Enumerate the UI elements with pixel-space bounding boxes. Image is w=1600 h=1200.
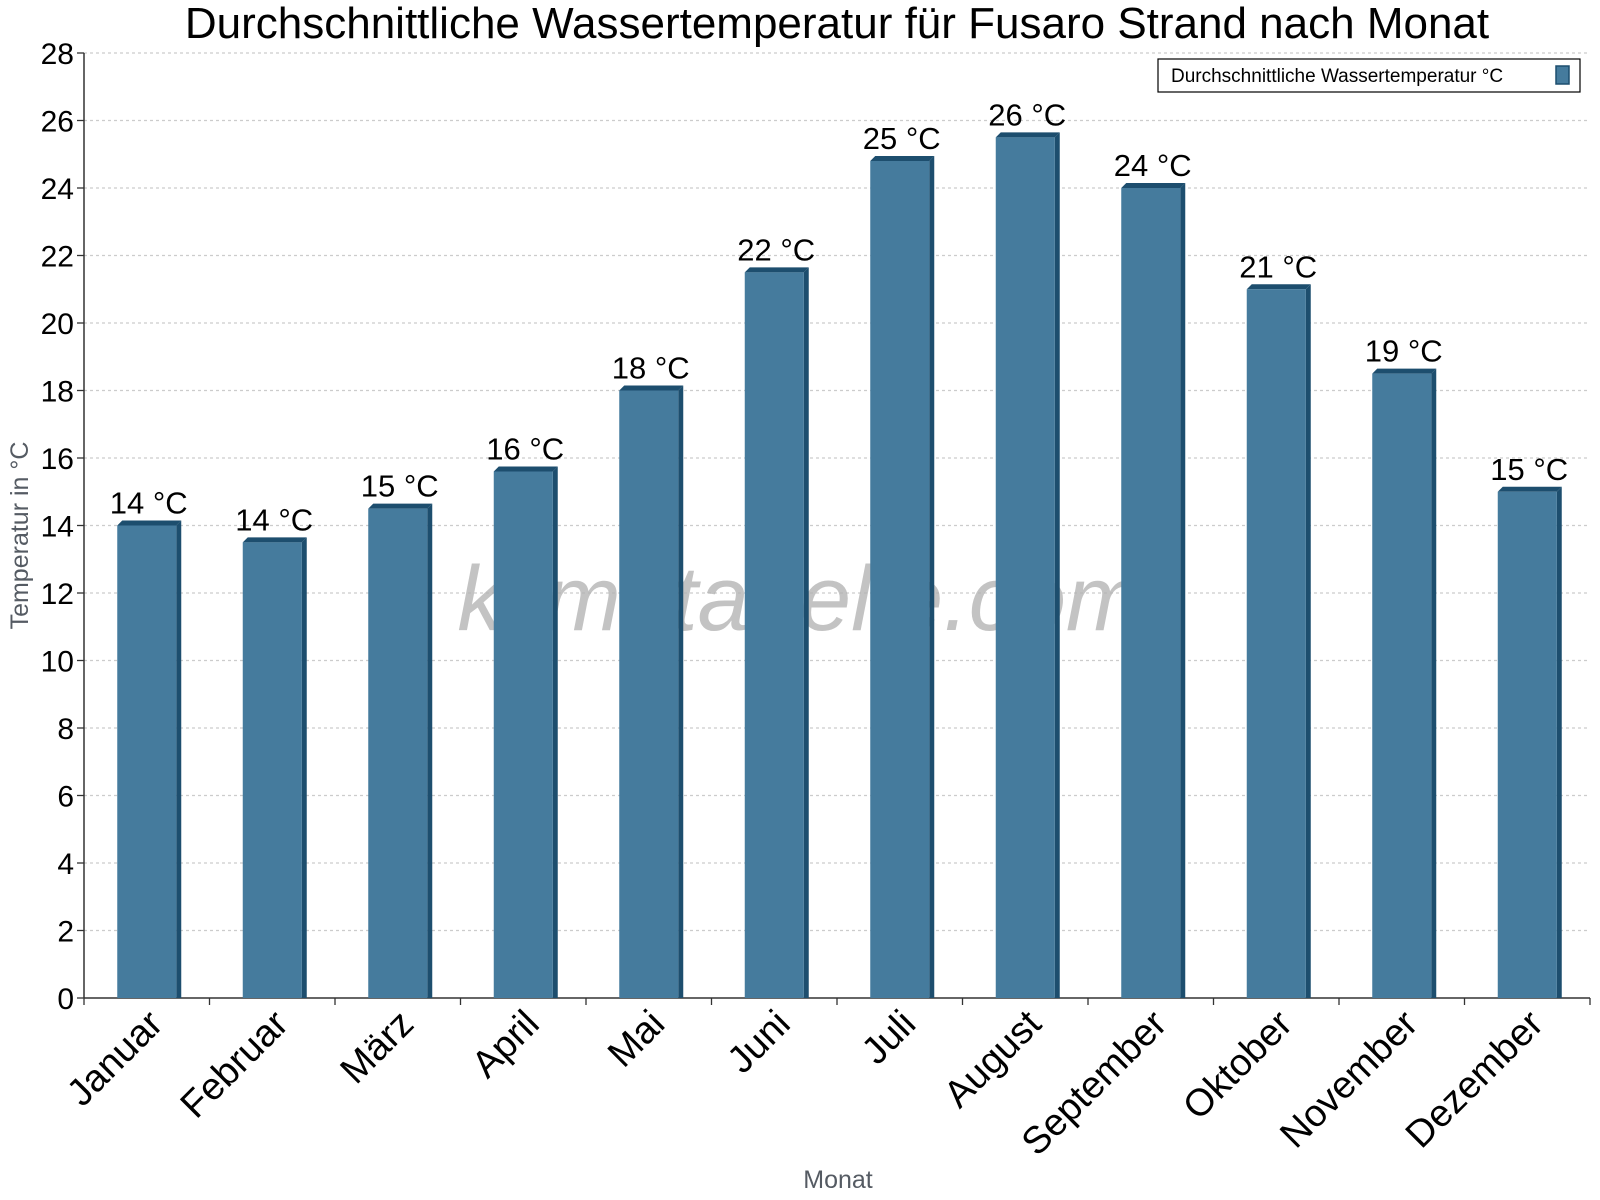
bar-side: [301, 537, 307, 998]
bar-face: [995, 137, 1055, 998]
y-tick-label: 26: [41, 106, 74, 139]
y-tick-label: 16: [41, 443, 74, 476]
data-label: 16 °C: [486, 432, 564, 467]
data-label: 15 °C: [1490, 452, 1568, 487]
y-tick-label: 20: [41, 308, 74, 341]
x-tick-label: Juni: [720, 1003, 799, 1082]
bar: [870, 156, 935, 998]
bar: [1246, 284, 1311, 998]
bar: [1121, 183, 1186, 998]
y-tick-label: 12: [41, 578, 74, 611]
data-label: 19 °C: [1365, 334, 1443, 369]
x-axis: Januar Februar März April Mai Juni Juli AugustS…: [59, 997, 1591, 1164]
y-tick-label: 10: [41, 646, 74, 679]
bar-face: [870, 161, 930, 998]
chart-title: Durchschnittliche Wassertemperatur für F…: [185, 0, 1489, 48]
data-labels: 14 °C 14 °C 15 °C 16 °C 18 °C 22 °C 25 °C 26 °C…: [110, 97, 1568, 537]
bar-top: [619, 385, 684, 391]
bar-face: [744, 272, 804, 998]
data-label: 21 °C: [1239, 249, 1317, 284]
bar-side: [1305, 284, 1311, 998]
bar: [744, 267, 809, 998]
data-label: 24 °C: [1114, 148, 1192, 183]
bars: [117, 132, 1562, 998]
bar-top: [368, 503, 433, 509]
bar-top: [1497, 486, 1562, 492]
y-tick-label: 18: [41, 376, 74, 409]
y-tick-label: 2: [57, 916, 74, 949]
legend-label: Durchschnittliche Wassertemperatur °C: [1171, 66, 1503, 87]
bar-face: [368, 508, 428, 998]
bar: [493, 466, 558, 998]
bar-top: [493, 466, 558, 472]
y-tick-label: 14: [41, 511, 74, 544]
x-axis-title: Monat: [803, 1166, 873, 1194]
bar-top: [1121, 183, 1186, 188]
bar-face: [619, 390, 679, 998]
y-tick-label: 28: [41, 38, 74, 71]
y-tick-label: 8: [57, 713, 74, 746]
grid-lines: [84, 52, 1590, 932]
y-tick-label: 22: [41, 241, 74, 274]
legend: Durchschnittliche Wassertemperatur °C: [1157, 58, 1581, 93]
bar-face: [1246, 289, 1306, 998]
bar-face: [1121, 188, 1181, 998]
bar: [619, 385, 684, 998]
x-tick-label: Juli: [854, 1003, 924, 1073]
bar-side: [427, 503, 433, 998]
y-tick-label: 0: [57, 983, 74, 1016]
bar-side: [1054, 132, 1060, 998]
bar-face: [1372, 373, 1432, 998]
data-label: 14 °C: [110, 486, 188, 521]
bar-side: [1556, 486, 1562, 998]
y-tick-label: 6: [57, 781, 74, 814]
bar-side: [1180, 183, 1186, 998]
legend-swatch: [1555, 65, 1570, 85]
bar: [117, 520, 182, 998]
data-label: 15 °C: [361, 469, 439, 504]
x-tick-label: April: [464, 1003, 547, 1086]
x-tick-label: Dezember: [1398, 1002, 1552, 1156]
x-tick-label: Februar: [173, 1002, 297, 1126]
bar-top: [1372, 368, 1437, 374]
y-axis-title: Temperatur in °C: [6, 442, 34, 630]
bar-side: [176, 520, 182, 998]
x-tick-label: März: [333, 1003, 422, 1092]
bar-face: [1497, 491, 1557, 998]
bar-top: [995, 132, 1060, 138]
bar-top: [744, 267, 809, 273]
bar-top: [117, 520, 182, 526]
bar-top: [870, 156, 935, 161]
x-tick-label: August: [936, 1002, 1050, 1116]
data-label: 18 °C: [612, 351, 690, 386]
bar-top: [1246, 284, 1311, 290]
bar-side: [1431, 368, 1437, 998]
bar-side: [929, 156, 935, 998]
data-label: 14 °C: [235, 502, 313, 537]
bar-face: [493, 471, 553, 998]
data-label: 25 °C: [863, 121, 941, 156]
data-label: 26 °C: [988, 97, 1066, 132]
bar: [242, 537, 307, 998]
bar-side: [803, 267, 809, 998]
bar: [1497, 486, 1562, 998]
x-tick-label: Januar: [59, 1002, 171, 1114]
bar: [368, 503, 433, 998]
data-label: 22 °C: [737, 232, 815, 267]
bar: [1372, 368, 1437, 998]
bar-side: [678, 385, 684, 998]
bar-side: [552, 466, 558, 998]
y-tick-label: 24: [41, 173, 74, 206]
bar: [995, 132, 1060, 998]
legend-box: [1157, 58, 1581, 93]
bar-top: [242, 537, 307, 543]
y-tick-label: 4: [57, 848, 74, 881]
x-tick-label: Oktober: [1175, 1002, 1301, 1128]
x-tick-label: Mai: [600, 1003, 673, 1076]
bar-face: [242, 542, 302, 998]
bar-face: [117, 525, 177, 998]
